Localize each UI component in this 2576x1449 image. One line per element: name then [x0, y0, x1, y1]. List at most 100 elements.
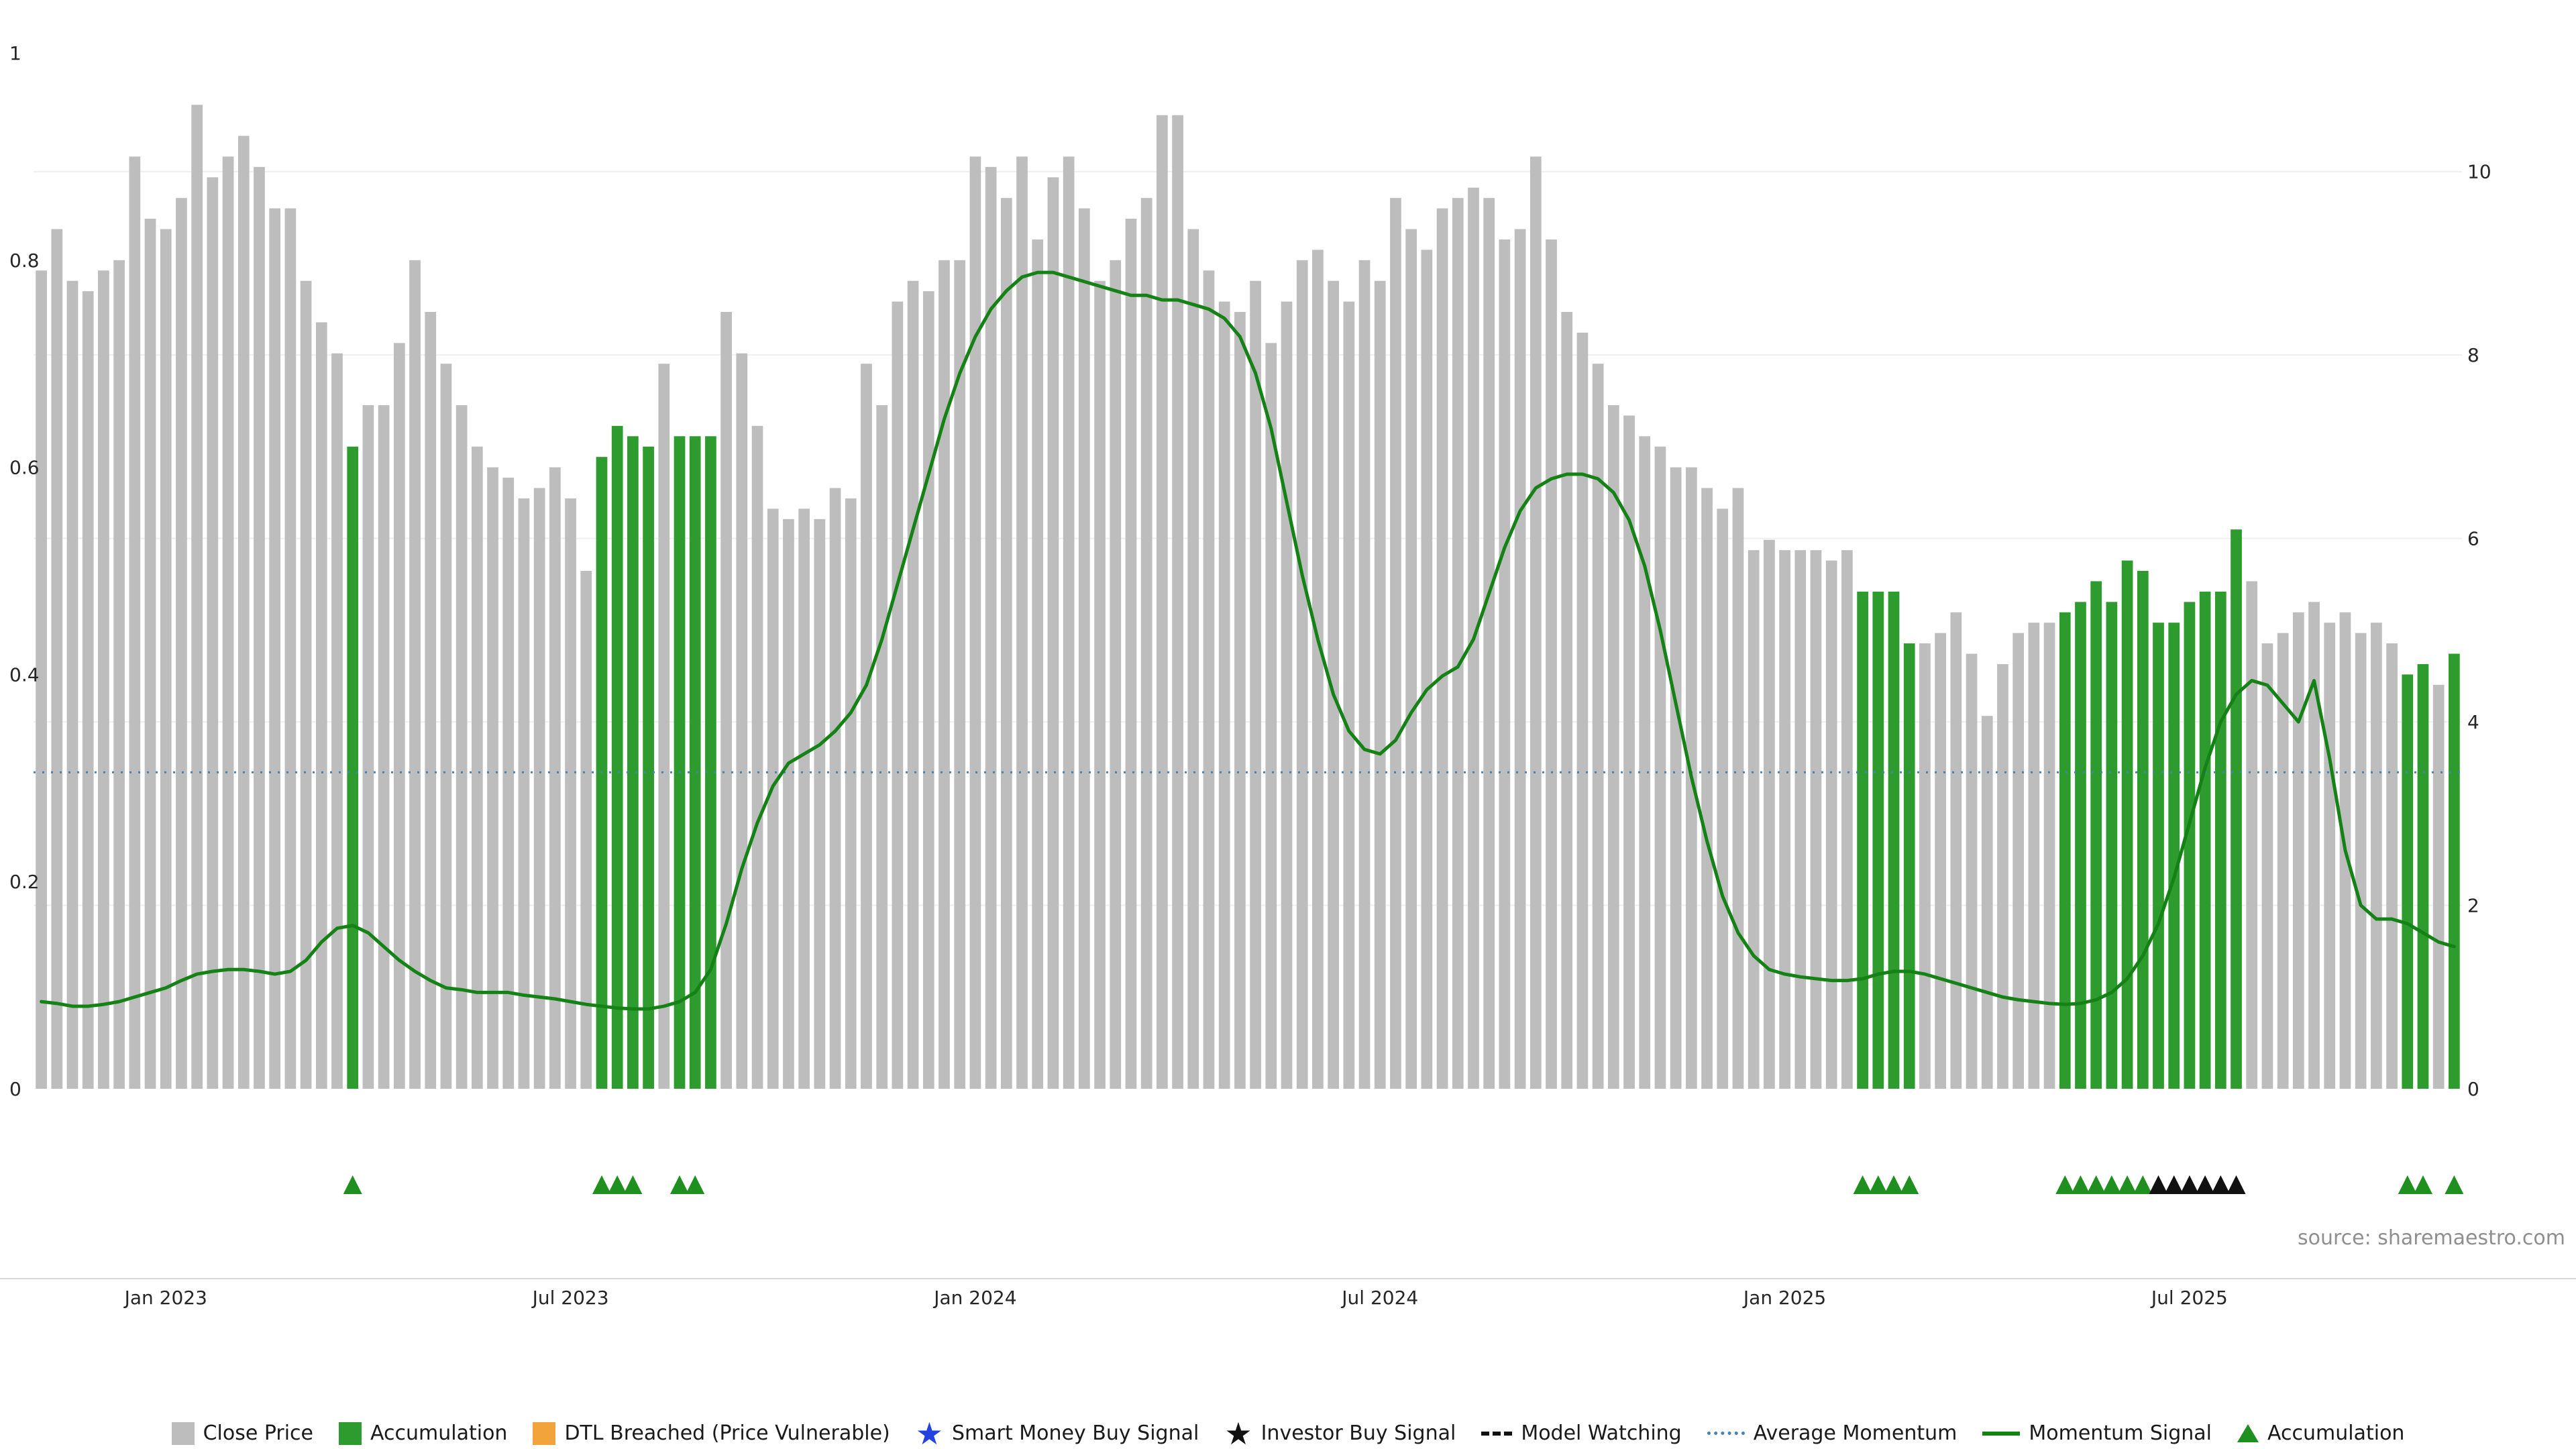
- close-price-bar: [113, 260, 125, 1089]
- close-price-bar: [1358, 260, 1371, 1089]
- accumulation-marker-icon: [1868, 1175, 1888, 1194]
- accumulation-bar: [347, 446, 359, 1089]
- investor-buy-marker-icon: [2226, 1175, 2246, 1194]
- close-price-bar: [176, 198, 187, 1089]
- close-price-bar: [1950, 612, 1962, 1089]
- investor-buy-marker-icon: [2149, 1175, 2168, 1194]
- close-price-bar: [207, 177, 219, 1089]
- smart-money-star-icon: ★: [915, 1415, 943, 1449]
- accumulation-bar: [2168, 623, 2180, 1089]
- x-axis-tick-label: Jul 2024: [1340, 1287, 1418, 1309]
- x-axis-tick-label: Jul 2023: [531, 1287, 609, 1309]
- right-axis-tick-label: 10: [2467, 161, 2491, 183]
- accumulation-bar: [1888, 591, 1900, 1089]
- close-price-bar: [1063, 156, 1075, 1089]
- close-price-bar: [767, 508, 779, 1089]
- accumulation-bar: [2090, 581, 2102, 1089]
- x-axis-tick-label: Jan 2025: [1742, 1287, 1826, 1309]
- legend-item-model-watching: Model Watching: [1481, 1421, 1682, 1445]
- close-price-bars: [36, 105, 2460, 1089]
- close-price-bar: [1390, 198, 1401, 1089]
- accumulation-triangle-icon: [2237, 1424, 2259, 1442]
- close-price-bar: [1810, 550, 1822, 1089]
- legend-item-smart-money: ★ Smart Money Buy Signal: [915, 1415, 1199, 1449]
- close-price-bar: [533, 488, 545, 1089]
- close-price-bar: [1405, 229, 1417, 1089]
- close-price-bar: [1654, 446, 1666, 1089]
- close-price-bar: [518, 498, 530, 1089]
- right-axis-tick-label: 4: [2467, 711, 2479, 733]
- right-axis-tick-label: 0: [2467, 1078, 2479, 1100]
- close-price-bar: [1592, 364, 1604, 1089]
- close-price-bar: [315, 322, 327, 1089]
- close-price-bar: [425, 312, 437, 1089]
- close-price-bar: [1157, 115, 1168, 1089]
- close-price-bar: [2371, 623, 2382, 1089]
- legend-item-accumulation-marker: Accumulation: [2237, 1421, 2404, 1445]
- close-price-swatch-icon: [171, 1421, 195, 1445]
- momentum-signal-line-icon: [1982, 1431, 2021, 1436]
- close-price-bar: [1296, 260, 1308, 1089]
- accumulation-bar: [2184, 602, 2196, 1089]
- close-price-bar: [1125, 219, 1137, 1089]
- close-price-bar: [191, 105, 203, 1089]
- accumulation-marker-icon: [623, 1175, 643, 1194]
- close-price-bar: [51, 229, 63, 1089]
- accumulation-bar: [2449, 653, 2460, 1089]
- close-price-bar: [783, 519, 794, 1089]
- close-price-bar: [2043, 623, 2055, 1089]
- close-price-bar: [1997, 663, 2008, 1089]
- close-price-bar: [1234, 312, 1246, 1089]
- close-price-bar: [845, 498, 857, 1089]
- close-price-bar: [502, 478, 515, 1089]
- close-price-bar: [1016, 156, 1028, 1089]
- close-price-bar: [1514, 229, 1526, 1089]
- accumulation-bar: [2199, 591, 2211, 1089]
- close-price-bar: [331, 353, 343, 1089]
- close-price-bar: [1935, 633, 1946, 1089]
- investor-buy-marker-icon: [2196, 1175, 2215, 1194]
- accumulation-bar: [2417, 663, 2429, 1089]
- close-price-bar: [1919, 643, 1931, 1089]
- close-price-bar: [2028, 623, 2040, 1089]
- close-price-bar: [985, 166, 997, 1089]
- close-price-bar: [1623, 415, 1635, 1089]
- accumulation-marker-icon: [2413, 1175, 2432, 1194]
- accumulation-marker-icon: [2102, 1175, 2121, 1194]
- left-axis-tick-label: 0.8: [9, 250, 40, 272]
- left-axis-tick-label: 1: [9, 42, 21, 64]
- accumulation-bar: [1872, 591, 1884, 1089]
- close-price-bar: [1281, 301, 1293, 1089]
- left-axis-tick-label: 0.6: [9, 457, 40, 479]
- legend-label: Investor Buy Signal: [1260, 1421, 1456, 1445]
- close-price-bar: [2012, 633, 2025, 1089]
- close-price-bar: [1701, 488, 1713, 1089]
- close-price-bar: [1576, 332, 1589, 1089]
- accumulation-marker-icon: [2071, 1175, 2090, 1194]
- accumulation-marker-icon: [2133, 1175, 2153, 1194]
- close-price-bar: [66, 280, 78, 1089]
- accumulation-marker-icon: [670, 1175, 690, 1194]
- close-price-bar: [1265, 343, 1277, 1089]
- close-price-bar: [720, 312, 732, 1089]
- close-price-bar: [98, 270, 109, 1089]
- close-price-bar: [751, 425, 763, 1089]
- close-price-bar: [1047, 177, 1059, 1089]
- legend-item-momentum-signal: Momentum Signal: [1982, 1421, 2212, 1445]
- close-price-bar: [1981, 716, 1993, 1089]
- close-price-bar: [1250, 280, 1261, 1089]
- accumulation-bar: [2075, 602, 2086, 1089]
- close-price-bar: [362, 405, 374, 1089]
- close-price-bar: [1187, 229, 1199, 1089]
- close-price-bar: [1374, 280, 1386, 1089]
- close-price-bar: [300, 280, 312, 1089]
- accumulation-bar: [2121, 560, 2133, 1089]
- right-axis-tick-label: 2: [2467, 895, 2479, 917]
- x-axis-tick-label: Jan 2023: [123, 1287, 207, 1309]
- investor-buy-star-icon: ★: [1224, 1415, 1252, 1449]
- close-price-bar: [1343, 301, 1355, 1089]
- source-attribution: source: sharemaestro.com: [2298, 1226, 2565, 1250]
- investor-buy-marker-icon: [2211, 1175, 2231, 1194]
- accumulation-bar: [2231, 529, 2242, 1089]
- close-price-bar: [409, 260, 421, 1089]
